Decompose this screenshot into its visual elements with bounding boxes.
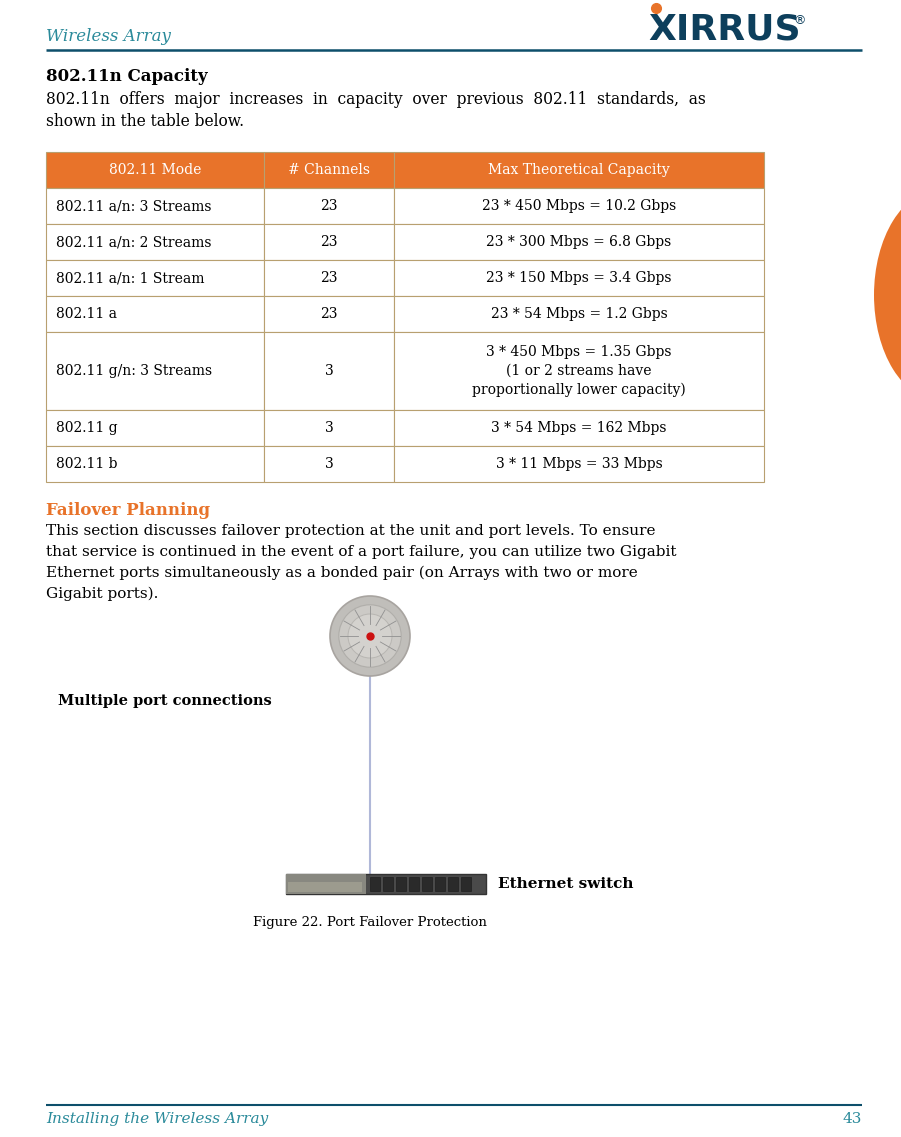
Text: 23 * 54 Mbps = 1.2 Gbps: 23 * 54 Mbps = 1.2 Gbps [491, 307, 668, 321]
Bar [288, 882, 362, 893]
Text: 802.11 a: 802.11 a [56, 307, 117, 321]
Text: 3: 3 [324, 364, 333, 377]
Bar [394, 224, 764, 260]
Bar [394, 446, 764, 482]
Circle shape [339, 605, 401, 667]
Bar [264, 260, 394, 296]
Text: 3 * 450 Mbps = 1.35 Gbps
(1 or 2 streams have
proportionally lower capacity): 3 * 450 Mbps = 1.35 Gbps (1 or 2 streams… [472, 346, 686, 397]
Bar [394, 410, 764, 446]
Bar [264, 188, 394, 224]
Text: Multiple port connections: Multiple port connections [58, 694, 272, 708]
Bar [394, 152, 764, 188]
Bar [435, 877, 445, 891]
Bar [264, 410, 394, 446]
Text: 23 * 150 Mbps = 3.4 Gbps: 23 * 150 Mbps = 3.4 Gbps [487, 271, 672, 285]
Text: This section discusses failover protection at the unit and port levels. To ensur: This section discusses failover protecti… [46, 524, 656, 538]
Text: 23 * 300 Mbps = 6.8 Gbps: 23 * 300 Mbps = 6.8 Gbps [487, 235, 671, 249]
Text: ®: ® [793, 14, 805, 27]
Bar [46, 446, 264, 482]
Text: 802.11n Capacity: 802.11n Capacity [46, 68, 207, 85]
Text: shown in the table below.: shown in the table below. [46, 113, 244, 130]
Bar [46, 410, 264, 446]
Text: 802.11n  offers  major  increases  in  capacity  over  previous  802.11  standar: 802.11n offers major increases in capaci… [46, 91, 705, 108]
Text: Ethernet switch: Ethernet switch [498, 877, 633, 891]
Text: 23 * 450 Mbps = 10.2 Gbps: 23 * 450 Mbps = 10.2 Gbps [482, 199, 676, 213]
Text: # Channels: # Channels [288, 163, 370, 177]
Bar [383, 877, 393, 891]
Text: 3: 3 [324, 421, 333, 435]
Bar [46, 296, 264, 332]
Text: 23: 23 [320, 271, 338, 285]
Bar [394, 332, 764, 410]
Bar [264, 152, 394, 188]
Bar [394, 296, 764, 332]
Bar [264, 296, 394, 332]
Text: 802.11 b: 802.11 b [56, 457, 117, 471]
Circle shape [330, 596, 410, 677]
Ellipse shape [874, 190, 901, 400]
Bar [422, 877, 432, 891]
Text: Ethernet ports simultaneously as a bonded pair (on Arrays with two or more: Ethernet ports simultaneously as a bonde… [46, 566, 638, 580]
Bar [46, 152, 264, 188]
Bar [46, 188, 264, 224]
Bar [286, 874, 366, 894]
Bar [396, 877, 406, 891]
Bar [46, 260, 264, 296]
Text: Failover Planning: Failover Planning [46, 503, 210, 518]
Text: 3 * 54 Mbps = 162 Mbps: 3 * 54 Mbps = 162 Mbps [491, 421, 667, 435]
Bar [394, 188, 764, 224]
Text: Installing the Wireless Array: Installing the Wireless Array [46, 1112, 268, 1126]
Text: 802.11 g: 802.11 g [56, 421, 118, 435]
Text: 3 * 11 Mbps = 33 Mbps: 3 * 11 Mbps = 33 Mbps [496, 457, 662, 471]
Text: 23: 23 [320, 307, 338, 321]
Bar [461, 877, 471, 891]
Bar [46, 224, 264, 260]
Bar [409, 877, 419, 891]
Text: 802.11 a/n: 3 Streams: 802.11 a/n: 3 Streams [56, 199, 212, 213]
Text: 3: 3 [324, 457, 333, 471]
Text: 43: 43 [842, 1112, 862, 1126]
Text: Gigabit ports).: Gigabit ports). [46, 587, 159, 601]
Bar [46, 332, 264, 410]
Bar [286, 874, 486, 894]
Bar [264, 224, 394, 260]
Text: 802.11 Mode: 802.11 Mode [109, 163, 201, 177]
Text: that service is continued in the event of a port failure, you can utilize two Gi: that service is continued in the event o… [46, 545, 677, 559]
Bar [264, 332, 394, 410]
Bar [370, 877, 380, 891]
Text: 802.11 a/n: 2 Streams: 802.11 a/n: 2 Streams [56, 235, 212, 249]
Circle shape [348, 614, 392, 658]
Text: Figure 22. Port Failover Protection: Figure 22. Port Failover Protection [253, 916, 487, 929]
Bar [394, 260, 764, 296]
Text: Wireless Array: Wireless Array [46, 28, 171, 45]
Text: 23: 23 [320, 235, 338, 249]
Text: XIRRUS: XIRRUS [648, 13, 801, 45]
Text: Max Theoretical Capacity: Max Theoretical Capacity [488, 163, 669, 177]
Bar [448, 877, 458, 891]
Text: 23: 23 [320, 199, 338, 213]
Text: 802.11 a/n: 1 Stream: 802.11 a/n: 1 Stream [56, 271, 205, 285]
Bar [264, 446, 394, 482]
Text: 802.11 g/n: 3 Streams: 802.11 g/n: 3 Streams [56, 364, 212, 377]
